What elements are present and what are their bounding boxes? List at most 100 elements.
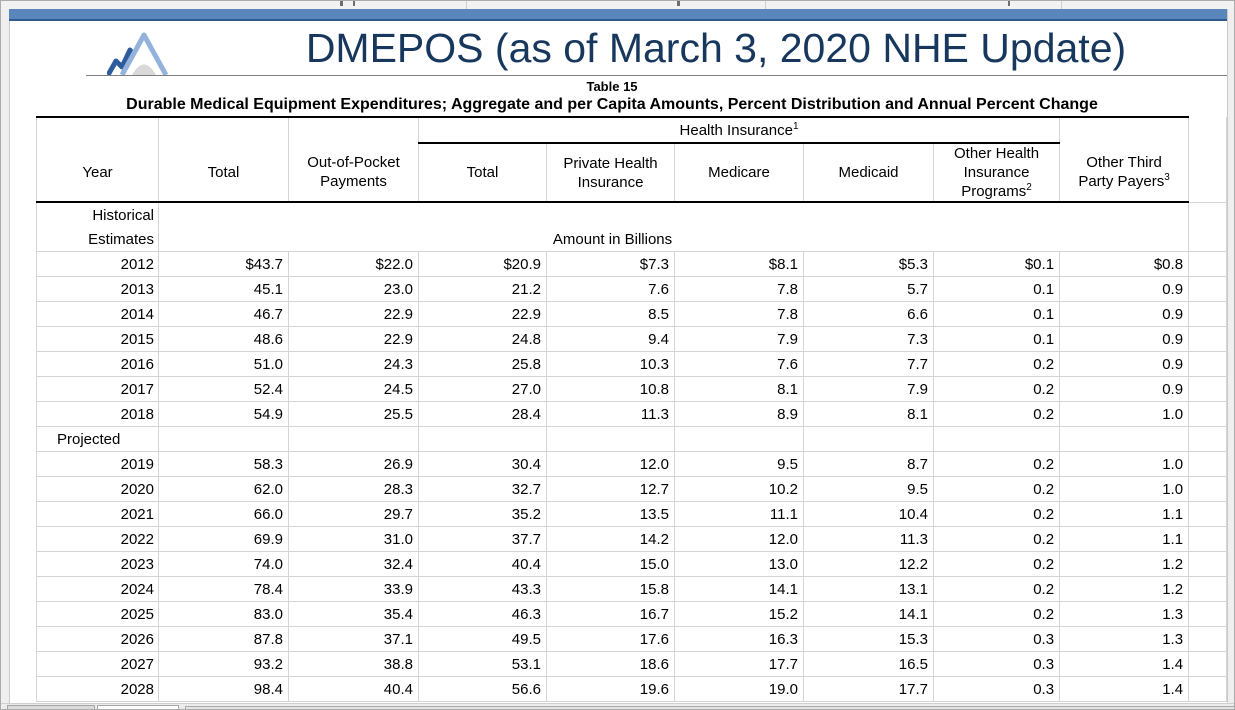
value-cell: 12.0: [674, 526, 804, 552]
value-cell: 21.2: [418, 276, 547, 302]
column-header-private-health-insurance: Private Health Insurance: [546, 143, 675, 203]
empty-cell: [158, 426, 289, 452]
value-cell: 1.1: [1059, 526, 1190, 552]
footnote-marker: 3: [1164, 172, 1170, 183]
value-cell: 0.2: [933, 401, 1061, 427]
value-cell: 9.5: [674, 451, 804, 477]
clipped-text-remnant: [353, 1, 355, 6]
value-cell: 18.6: [546, 651, 675, 677]
table-caption: Table 15: [586, 79, 638, 94]
title-divider: [86, 75, 1227, 76]
value-cell: 49.5: [418, 626, 547, 652]
value-cell: 16.7: [546, 601, 675, 627]
year-cell: 2028: [36, 676, 159, 702]
value-cell: 17.6: [546, 626, 675, 652]
empty-header-cell: [1059, 116, 1190, 143]
value-cell: 28.3: [288, 476, 419, 502]
value-cell: 38.8: [288, 651, 419, 677]
value-cell: 11.3: [546, 401, 675, 427]
value-cell: 25.8: [418, 351, 547, 377]
value-cell: 13.1: [803, 576, 934, 602]
year-cell: 2021: [36, 501, 159, 527]
value-cell: 7.6: [546, 276, 675, 302]
value-cell: 0.2: [933, 526, 1061, 552]
unit-label: Amount in Billions: [158, 227, 1190, 252]
clipped-text-remnant: [340, 1, 343, 6]
table-row: 2028 98.4 40.4 56.6 19.6 19.0 17.7 0.3 1.4: [36, 676, 1228, 702]
section-label: Estimates: [36, 227, 159, 252]
value-cell: 0.1: [933, 301, 1061, 327]
clipped-row-remnant: [1, 1, 1234, 9]
empty-cell: [933, 426, 1061, 452]
section-label-row: Projected: [36, 426, 1228, 452]
empty-cell: [418, 426, 547, 452]
value-cell: 40.4: [288, 676, 419, 702]
empty-cell: [546, 426, 675, 452]
empty-cell: [803, 426, 934, 452]
table-row: 2027 93.2 38.8 53.1 18.6 17.7 16.5 0.3 1.4: [36, 651, 1228, 677]
year-cell: 2016: [36, 351, 159, 377]
value-cell: 15.0: [546, 551, 675, 577]
value-cell: 66.0: [158, 501, 289, 527]
column-header-medicare: Medicare: [674, 143, 804, 203]
value-cell: 0.2: [933, 576, 1061, 602]
trailing-cell: [1188, 351, 1228, 377]
sheet-tab[interactable]: [7, 705, 95, 709]
value-cell: 24.5: [288, 376, 419, 402]
trailing-cell: [1188, 251, 1228, 277]
value-cell: 6.6: [803, 301, 934, 327]
value-cell: 10.3: [546, 351, 675, 377]
value-cell: 83.0: [158, 601, 289, 627]
table-row: 2023 74.0 32.4 40.4 15.0 13.0 12.2 0.2 1.2: [36, 551, 1228, 577]
value-cell: 0.9: [1059, 326, 1190, 352]
value-cell: 35.4: [288, 601, 419, 627]
year-cell: 2019: [36, 451, 159, 477]
value-cell: 14.2: [546, 526, 675, 552]
value-cell: 10.2: [674, 476, 804, 502]
trailing-cell: [1188, 551, 1228, 577]
value-cell: 0.1: [933, 326, 1061, 352]
value-cell: 1.1: [1059, 501, 1190, 527]
value-cell: 22.9: [288, 301, 419, 327]
value-cell: 1.3: [1059, 601, 1190, 627]
value-cell: 12.0: [546, 451, 675, 477]
table-subtitle: Durable Medical Equipment Expenditures; …: [126, 96, 1098, 113]
trailing-cell: [1188, 501, 1228, 527]
table-row: 2022 69.9 31.0 37.7 14.2 12.0 11.3 0.2 1.1: [36, 526, 1228, 552]
sheet-tab-active[interactable]: [97, 705, 179, 709]
value-cell: 0.2: [933, 551, 1061, 577]
value-cell: 27.0: [418, 376, 547, 402]
value-cell: 16.5: [803, 651, 934, 677]
value-cell: 0.2: [933, 476, 1061, 502]
year-cell: 2018: [36, 401, 159, 427]
value-cell: 0.9: [1059, 276, 1190, 302]
column-header-row: Year Total Out-of-Pocket Payments Total P…: [36, 143, 1228, 203]
year-cell: 2025: [36, 601, 159, 627]
section-label-row: Estimates Amount in Billions: [36, 227, 1228, 252]
value-cell: 13.5: [546, 501, 675, 527]
value-cell: 14.1: [674, 576, 804, 602]
trailing-cell: [1188, 227, 1228, 252]
table-row: 2019 58.3 26.9 30.4 12.0 9.5 8.7 0.2 1.0: [36, 451, 1228, 477]
value-cell: 23.0: [288, 276, 419, 302]
value-cell: 33.9: [288, 576, 419, 602]
year-cell: 2013: [36, 276, 159, 302]
value-cell: 29.7: [288, 501, 419, 527]
value-cell: 26.9: [288, 451, 419, 477]
value-cell: $7.3: [546, 251, 675, 277]
value-cell: 12.7: [546, 476, 675, 502]
value-cell: 7.8: [674, 276, 804, 302]
value-cell: 0.2: [933, 601, 1061, 627]
value-cell: 56.6: [418, 676, 547, 702]
window-right-edge: [1227, 1, 1234, 703]
column-header-year: Year: [36, 143, 159, 203]
gridline: [466, 1, 467, 9]
value-cell: $0.8: [1059, 251, 1190, 277]
column-header-hi-total: Total: [418, 143, 547, 203]
value-cell: $5.3: [803, 251, 934, 277]
value-cell: 35.2: [418, 501, 547, 527]
value-cell: 58.3: [158, 451, 289, 477]
table-row: 2024 78.4 33.9 43.3 15.8 14.1 13.1 0.2 1.2: [36, 576, 1228, 602]
horizontal-scrollbar[interactable]: [185, 706, 1234, 709]
table-row: 2016 51.0 24.3 25.8 10.3 7.6 7.7 0.2 0.9: [36, 351, 1228, 377]
